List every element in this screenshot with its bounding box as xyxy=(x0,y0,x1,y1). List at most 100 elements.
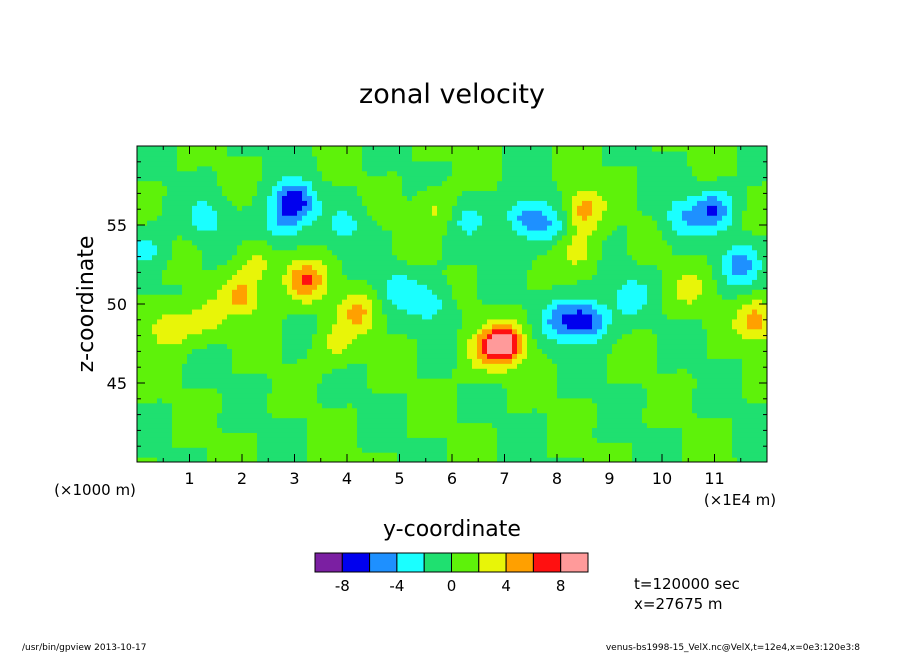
heatmap-cell xyxy=(282,353,288,359)
heatmap-cell xyxy=(442,234,448,241)
heatmap-cell xyxy=(517,170,523,177)
heatmap-cell xyxy=(482,180,488,187)
heatmap-cell xyxy=(462,348,468,354)
heatmap-cell xyxy=(202,185,208,192)
heatmap-cell xyxy=(177,378,183,384)
heatmap-cell xyxy=(502,397,508,404)
heatmap-cell xyxy=(502,417,508,424)
heatmap-cell xyxy=(437,150,443,157)
heatmap-cell xyxy=(417,333,423,340)
heatmap-cell xyxy=(267,333,273,340)
heatmap-cell xyxy=(192,289,198,295)
heatmap-cell xyxy=(442,269,448,275)
heatmap-cell xyxy=(332,358,338,364)
heatmap-cell xyxy=(182,432,188,438)
heatmap-cell xyxy=(352,447,358,453)
heatmap-cell xyxy=(522,279,528,285)
heatmap-cell xyxy=(302,229,308,236)
heatmap-cell xyxy=(477,417,483,424)
heatmap-cell xyxy=(362,279,368,285)
heatmap-cell xyxy=(412,392,418,399)
heatmap-cell xyxy=(362,457,368,462)
heatmap-cell xyxy=(517,328,523,335)
heatmap-cell xyxy=(452,274,458,280)
heatmap-cell xyxy=(502,160,508,167)
heatmap-cell xyxy=(482,427,488,433)
heatmap-cell xyxy=(202,234,208,241)
heatmap-cell xyxy=(212,373,218,379)
heatmap-cell xyxy=(447,244,453,251)
heatmap-cell xyxy=(262,294,268,300)
heatmap-cell xyxy=(512,338,518,345)
heatmap-cell xyxy=(357,284,363,290)
heatmap-cell xyxy=(187,180,193,187)
heatmap-cell xyxy=(507,353,513,359)
heatmap-cell xyxy=(397,215,403,221)
heatmap-cell xyxy=(187,383,193,389)
heatmap-cell xyxy=(172,457,178,462)
heatmap-cell xyxy=(477,318,483,325)
heatmap-cell xyxy=(477,402,483,409)
heatmap-cell xyxy=(392,284,398,290)
heatmap-cell xyxy=(412,323,418,330)
heatmap-cell xyxy=(462,190,468,196)
heatmap-cell xyxy=(207,387,213,394)
heatmap-cell xyxy=(392,195,398,201)
heatmap-cell xyxy=(492,215,498,221)
heatmap-cell xyxy=(432,210,438,216)
heatmap-cell xyxy=(247,294,253,300)
heatmap-cell xyxy=(207,442,213,448)
heatmap-cell xyxy=(317,442,323,448)
heatmap-cell xyxy=(437,447,443,453)
heatmap-cell xyxy=(382,318,388,325)
heatmap-cell xyxy=(397,160,403,167)
heatmap-cell xyxy=(257,304,263,310)
heatmap-cell xyxy=(367,407,373,414)
heatmap-cell xyxy=(282,363,288,369)
heatmap-cell xyxy=(222,457,228,462)
heatmap-cell xyxy=(457,150,463,157)
heatmap-cell xyxy=(162,412,168,419)
heatmap-cell xyxy=(137,452,143,458)
heatmap-cell xyxy=(357,368,363,374)
heatmap-cell xyxy=(287,284,293,290)
heatmap-cell xyxy=(312,338,318,345)
heatmap-cell xyxy=(447,239,453,246)
heatmap-cell xyxy=(392,160,398,167)
heatmap-cell xyxy=(357,249,363,256)
heatmap-cell xyxy=(302,170,308,177)
heatmap-cell xyxy=(287,259,293,266)
heatmap-cell xyxy=(477,422,483,429)
heatmap-cell xyxy=(307,215,313,221)
heatmap-cell xyxy=(207,363,213,369)
heatmap-cell xyxy=(392,328,398,335)
heatmap-cell xyxy=(197,180,203,187)
heatmap-cell xyxy=(277,412,283,419)
heatmap-cell xyxy=(172,200,178,206)
heatmap-cell xyxy=(342,146,348,152)
heatmap-cell xyxy=(157,185,163,192)
heatmap-cell xyxy=(422,254,428,261)
heatmap-cell xyxy=(492,457,498,462)
heatmap-cell xyxy=(237,447,243,453)
heatmap-cell xyxy=(182,195,188,201)
heatmap-cell xyxy=(392,264,398,271)
heatmap-cell xyxy=(492,353,498,359)
heatmap-cell xyxy=(322,457,328,462)
heatmap-cell xyxy=(402,259,408,266)
heatmap-cell xyxy=(412,180,418,187)
heatmap-cell xyxy=(412,338,418,345)
heatmap-cell xyxy=(442,225,448,231)
heatmap-cell xyxy=(442,210,448,216)
heatmap-cell xyxy=(452,146,458,152)
heatmap-cell xyxy=(492,264,498,271)
heatmap-cell xyxy=(277,427,283,433)
heatmap-cell xyxy=(257,392,263,399)
heatmap-cell xyxy=(477,229,483,236)
heatmap-cell xyxy=(397,165,403,172)
heatmap-cell xyxy=(497,378,503,384)
heatmap-cell xyxy=(402,313,408,320)
heatmap-cell xyxy=(487,269,493,275)
heatmap-cell xyxy=(307,304,313,310)
heatmap-cell xyxy=(397,180,403,187)
